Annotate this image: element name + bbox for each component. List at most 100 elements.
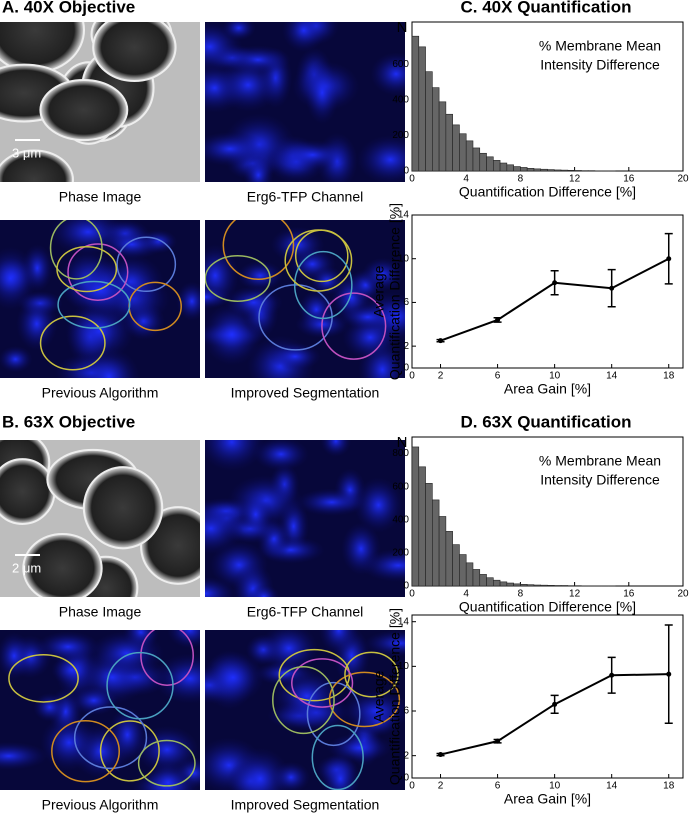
x-tick-label: 8 bbox=[518, 589, 524, 600]
blob bbox=[64, 300, 135, 362]
annotation: % Membrane Mean bbox=[539, 453, 661, 469]
x-tick-label: 16 bbox=[623, 589, 635, 600]
point bbox=[438, 338, 444, 344]
bar bbox=[486, 156, 494, 172]
cell bbox=[0, 458, 56, 525]
image-caption: Phase Image bbox=[59, 604, 142, 620]
x-tick-label: 12 bbox=[569, 174, 581, 185]
y-tick-label: 10 bbox=[398, 661, 410, 672]
blob bbox=[268, 342, 322, 371]
y-tick-label: 2 bbox=[403, 341, 409, 352]
bar bbox=[445, 113, 453, 172]
y-axis-label: Quantification Difference [%] bbox=[387, 203, 403, 380]
scale-bar-label: 2 μm bbox=[12, 560, 41, 575]
bar bbox=[465, 562, 474, 587]
x-tick-label: 12 bbox=[569, 589, 581, 600]
blob bbox=[134, 725, 200, 774]
bar bbox=[506, 582, 514, 587]
cell-outline bbox=[306, 681, 361, 747]
blob bbox=[295, 488, 368, 517]
y-tick-label: 6 bbox=[403, 297, 409, 308]
micrograph bbox=[0, 630, 200, 790]
x-tick-label: 8 bbox=[518, 174, 524, 185]
y-tick-label: 2 bbox=[403, 750, 409, 761]
bar bbox=[479, 574, 487, 587]
bar bbox=[479, 152, 487, 172]
image-caption: Phase Image bbox=[59, 189, 142, 205]
cell bbox=[22, 532, 103, 597]
blob bbox=[229, 747, 292, 790]
bar bbox=[553, 169, 562, 172]
bar bbox=[567, 169, 575, 172]
cell-outline bbox=[67, 243, 129, 301]
x-tick-label: 0 bbox=[409, 371, 415, 382]
bar bbox=[452, 124, 460, 172]
x-tick-label: 2 bbox=[438, 371, 444, 382]
bar bbox=[445, 531, 453, 587]
blob bbox=[356, 134, 405, 182]
bar bbox=[526, 168, 535, 172]
bar bbox=[472, 147, 481, 172]
cell-outline bbox=[344, 651, 399, 698]
x-tick-label: 10 bbox=[549, 371, 561, 382]
x-tick-label: 14 bbox=[606, 371, 618, 382]
micrograph bbox=[0, 440, 200, 597]
cell-outline bbox=[137, 739, 196, 787]
blob bbox=[370, 52, 405, 96]
bar bbox=[425, 483, 433, 587]
chart-title: D. 63X Quantification bbox=[461, 412, 632, 431]
blob bbox=[0, 345, 33, 373]
y-tick-label: 14 bbox=[398, 210, 410, 221]
cell-outline bbox=[222, 220, 295, 280]
x-tick-label: 10 bbox=[549, 781, 561, 792]
bar bbox=[513, 583, 521, 587]
cell-outline bbox=[291, 658, 354, 708]
blob bbox=[363, 630, 405, 657]
y-tick-label: 600 bbox=[392, 481, 409, 492]
cell-outline bbox=[8, 653, 79, 703]
blob bbox=[0, 632, 32, 680]
bar bbox=[432, 499, 440, 587]
blob bbox=[318, 630, 359, 655]
point bbox=[495, 738, 501, 744]
blob bbox=[205, 440, 266, 472]
bar bbox=[533, 584, 542, 587]
bar bbox=[547, 169, 555, 172]
y-axis-label: N bbox=[397, 19, 408, 36]
cell-outline bbox=[116, 236, 177, 293]
micrograph bbox=[205, 440, 405, 597]
micrograph bbox=[205, 630, 405, 790]
x-axis-label: Area Gain [%] bbox=[504, 381, 591, 397]
image-caption: Erg6-TFP Channel bbox=[247, 189, 363, 205]
bar bbox=[418, 466, 426, 587]
bar bbox=[452, 544, 460, 587]
bar bbox=[520, 584, 528, 587]
bar bbox=[540, 584, 548, 587]
blob bbox=[361, 257, 404, 292]
x-tick-label: 16 bbox=[623, 174, 635, 185]
cell bbox=[0, 149, 74, 182]
bar bbox=[438, 516, 447, 587]
blob bbox=[281, 22, 326, 53]
y-tick-label: 10 bbox=[398, 253, 410, 264]
bar bbox=[418, 46, 426, 172]
y-tick-label: 400 bbox=[392, 95, 409, 106]
x-tick-label: 18 bbox=[663, 781, 675, 792]
blob bbox=[205, 651, 265, 704]
blob bbox=[359, 548, 405, 582]
y-tick-label: 800 bbox=[392, 448, 409, 459]
bar bbox=[520, 167, 528, 172]
image-caption: Previous Algorithm bbox=[42, 385, 159, 401]
blob bbox=[50, 654, 94, 686]
image-caption: Improved Segmentation bbox=[231, 797, 380, 813]
point bbox=[552, 280, 558, 286]
cell-outline bbox=[321, 292, 387, 360]
blob bbox=[205, 131, 268, 167]
cell-outline bbox=[328, 671, 401, 728]
blob bbox=[224, 286, 283, 319]
blob bbox=[205, 576, 237, 597]
x-tick-label: 0 bbox=[409, 174, 415, 185]
y-axis-label: N bbox=[397, 434, 408, 451]
cell-outline bbox=[56, 245, 118, 293]
image-caption: Previous Algorithm bbox=[42, 797, 159, 813]
